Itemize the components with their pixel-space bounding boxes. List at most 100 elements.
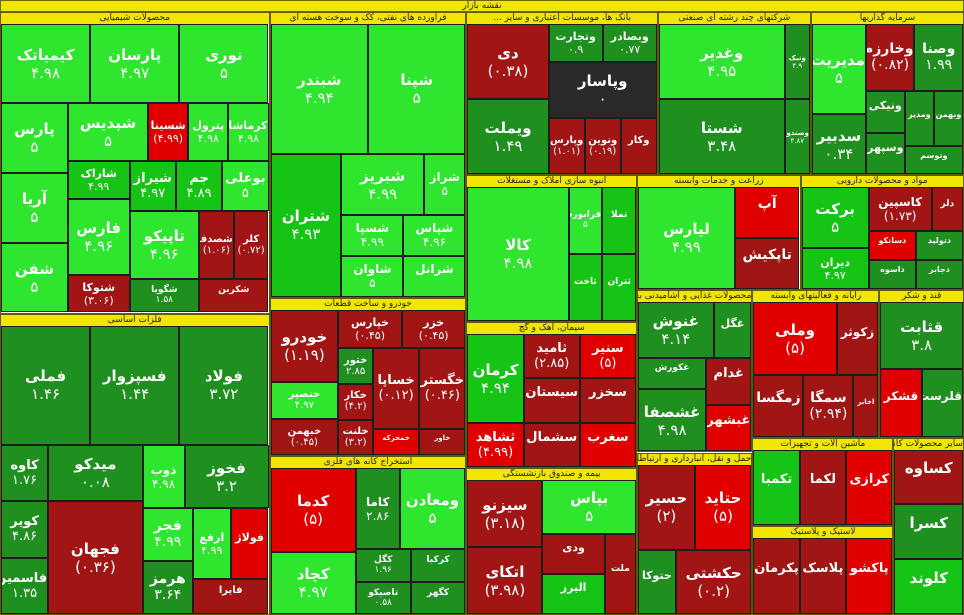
stock-tile[interactable]: بوعلی ۵ (222, 160, 269, 212)
stock-tile[interactable]: سیستان (523, 378, 580, 423)
stock-tile[interactable]: قشکر (880, 369, 922, 437)
stock-tile[interactable]: ختور ۲.۸۵ (338, 348, 373, 385)
stock-tile[interactable]: تاپکیش (734, 238, 800, 289)
stock-tile[interactable]: خپارس (۰.۴۵) (338, 309, 402, 349)
stock-tile[interactable]: غبشهر (706, 404, 752, 452)
stock-tile[interactable]: وغدیر ۴.۹۵ (658, 24, 785, 100)
stock-tile[interactable]: ثامید (۲.۸۵) (523, 333, 580, 379)
stock-tile[interactable]: وتجارت ۰.۹ (548, 24, 603, 62)
stock-tile[interactable]: غگل (713, 302, 752, 359)
stock-tile[interactable]: ثتران (602, 254, 636, 321)
stock-tile[interactable]: داسوه (868, 259, 916, 289)
stock-tile[interactable]: قثابت ۳.۸ (880, 302, 963, 370)
stock-tile[interactable]: شپنا ۵ (367, 24, 466, 154)
stock-tile[interactable]: شفن ۵ (1, 242, 68, 313)
stock-tile[interactable]: ارفع ۴.۹۹ (192, 508, 231, 579)
stock-tile[interactable]: حکشتی (۰.۲) (675, 549, 752, 614)
stock-tile[interactable]: لیارس ۴.۹۹ (638, 187, 735, 289)
stock-tile[interactable]: کلر (۰.۷۲) (233, 211, 269, 279)
stock-tile[interactable]: البرز (542, 573, 605, 614)
stock-tile[interactable]: فارس ۴.۹۶ (67, 198, 130, 275)
stock-tile[interactable]: خودرو (۱.۱۹) (270, 309, 339, 383)
stock-tile[interactable]: شپاس ۴.۹۶ (403, 215, 466, 256)
stock-tile[interactable]: غشصفا ۴.۹۸ (638, 389, 707, 452)
stock-tile[interactable]: پارسان ۴.۹۷ (90, 24, 180, 103)
stock-tile[interactable]: فخوز ۳.۲ (184, 444, 269, 509)
stock-tile[interactable]: فسپزوار ۱.۴۴ (90, 325, 180, 445)
stock-tile[interactable]: آپ (734, 187, 800, 239)
stock-tile[interactable]: وخارزم (۰.۸۲) (865, 24, 915, 91)
stock-tile[interactable]: تملا (602, 187, 636, 255)
stock-tile[interactable]: جم ۴.۸۹ (175, 160, 223, 212)
stock-tile[interactable]: کرکبا (410, 549, 466, 582)
stock-tile[interactable]: کرماشا ۴.۹۸ (228, 102, 269, 161)
stock-tile[interactable]: خگستر (۰.۴۶) (419, 348, 466, 429)
stock-tile[interactable]: فجر ۴.۹۹ (142, 508, 193, 562)
stock-tile[interactable]: کویر ۴.۸۶ (1, 501, 49, 558)
stock-tile[interactable]: ونوین (۰.۱۹) (584, 117, 621, 175)
stock-tile[interactable]: فایرا (192, 578, 269, 614)
stock-tile[interactable]: لکما (799, 449, 847, 526)
stock-tile[interactable]: اتکای (۳.۹۸) (467, 547, 543, 614)
stock-tile[interactable]: دیران ۴.۹۷ (801, 248, 869, 289)
stock-tile[interactable]: شبریز ۴.۹۹ (341, 153, 425, 215)
stock-tile[interactable]: شتوکا (۳.۰۶) (67, 274, 130, 313)
stock-tile[interactable]: نوری ۵ (179, 24, 269, 103)
stock-tile[interactable]: ملت (604, 533, 637, 614)
stock-tile[interactable]: شسینا (۴.۹۹) (148, 102, 189, 161)
stock-tile[interactable]: سخزر (579, 378, 637, 423)
stock-tile[interactable]: وصنا ۱.۹۹ (914, 24, 963, 91)
stock-tile[interactable]: فجهان (۰.۳۶) (48, 501, 143, 614)
stock-tile[interactable]: دسانکو (868, 230, 916, 260)
stock-tile[interactable]: ودی (542, 533, 605, 574)
stock-tile[interactable]: قلرست (921, 369, 963, 437)
stock-tile[interactable]: حتاید (۵) (694, 464, 752, 550)
stock-tile[interactable]: زمگسا (753, 375, 804, 437)
stock-tile[interactable]: شکربن (199, 278, 269, 313)
stock-tile[interactable]: کلوند (894, 559, 963, 614)
stock-tile[interactable]: حتوکا (638, 549, 676, 614)
stock-tile[interactable]: پلاسک (799, 538, 847, 614)
stock-tile[interactable]: سیزنو (۳.۱۸) (467, 480, 543, 548)
stock-tile[interactable]: هرمز ۳.۶۴ (142, 561, 193, 614)
stock-tile[interactable]: خزر (۰.۴۵) (401, 309, 466, 349)
stock-tile[interactable]: دی (۰.۳۸) (467, 24, 549, 100)
stock-tile[interactable]: ونیکی (865, 90, 905, 133)
stock-tile[interactable]: کرمان ۴.۹۴ (467, 333, 524, 423)
stock-tile[interactable]: خلنت (۳.۲) (338, 419, 373, 456)
stock-tile[interactable]: وبصادر ۰.۷۷ (602, 24, 657, 62)
stock-tile[interactable]: خاور (419, 428, 466, 456)
stock-tile[interactable]: خنصیر ۴.۹۷ (270, 382, 339, 419)
stock-tile[interactable]: غنوش ۴.۱۴ (638, 302, 714, 359)
stock-tile[interactable]: وملی (۵) (753, 302, 837, 376)
stock-tile[interactable]: اخابر (853, 375, 879, 437)
stock-tile[interactable]: زکوثر (836, 302, 879, 376)
stock-tile[interactable]: غدام (706, 358, 752, 405)
stock-tile[interactable]: ثاخت (568, 254, 603, 321)
stock-tile[interactable]: خساپا (۰.۱۲) (372, 348, 420, 429)
stock-tile[interactable]: دلر (931, 187, 963, 231)
stock-tile[interactable]: پارس ۵ (1, 102, 68, 173)
stock-tile[interactable]: فولاد ۳.۷۲ (179, 325, 269, 445)
stock-tile[interactable]: شتران ۴.۹۳ (270, 153, 342, 297)
stock-tile[interactable]: ونیک ۴.۹ (784, 24, 810, 100)
stock-tile[interactable]: شگویا ۱.۵۸ (129, 278, 200, 313)
stock-tile[interactable]: فاسمین۱.۳۵ (1, 557, 49, 614)
stock-tile[interactable]: شستا ۳.۴۸ (658, 99, 785, 175)
stock-tile[interactable]: پاکشو (846, 538, 893, 614)
stock-tile[interactable]: کاوه ۱.۷۶ (1, 444, 49, 502)
stock-tile[interactable]: وبهمن (933, 90, 963, 147)
stock-tile[interactable]: سشمال (523, 422, 580, 468)
stock-tile[interactable]: سمگا (۲.۹۴) (803, 375, 854, 437)
stock-tile[interactable]: ثشاهد (۴.۹۹) (467, 422, 524, 468)
stock-tile[interactable]: سنیر (۵) (579, 333, 637, 379)
stock-tile[interactable]: ذوب ۴.۹۸ (142, 444, 185, 509)
stock-tile[interactable]: خبهمن (۰.۴۵) (270, 418, 339, 456)
stock-tile[interactable]: حسیر (۲) (638, 464, 695, 550)
stock-tile[interactable]: کیمیاتک ۴.۹۸ (1, 24, 91, 103)
stock-tile[interactable]: خکار (۴.۲) (338, 384, 373, 420)
stock-tile[interactable]: وپارس (۱.۰۱) (548, 117, 585, 175)
stock-tile[interactable]: کاما ۲.۸۶ (355, 468, 400, 550)
stock-tile[interactable]: ومعادن ۵ (399, 468, 466, 550)
stock-tile[interactable]: شراز ۵ (424, 153, 466, 215)
